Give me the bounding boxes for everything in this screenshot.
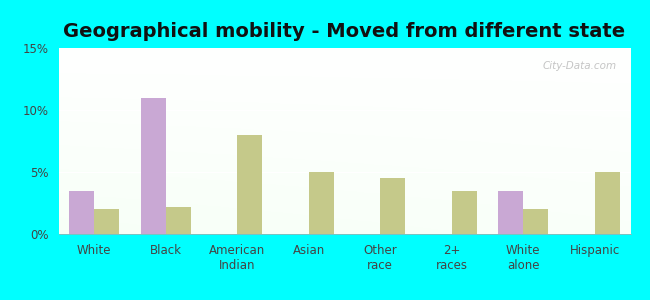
Bar	[595, 172, 620, 234]
Bar	[380, 178, 406, 234]
Bar	[69, 190, 94, 234]
Title: Geographical mobility - Moved from different state: Geographical mobility - Moved from diffe…	[64, 22, 625, 41]
Bar	[452, 190, 476, 234]
Bar	[140, 98, 166, 234]
Bar	[523, 209, 548, 234]
Bar	[94, 209, 120, 234]
Bar	[237, 135, 262, 234]
Bar	[166, 207, 191, 234]
Text: City-Data.com: City-Data.com	[542, 61, 616, 71]
Bar	[499, 190, 523, 234]
Bar	[309, 172, 334, 234]
